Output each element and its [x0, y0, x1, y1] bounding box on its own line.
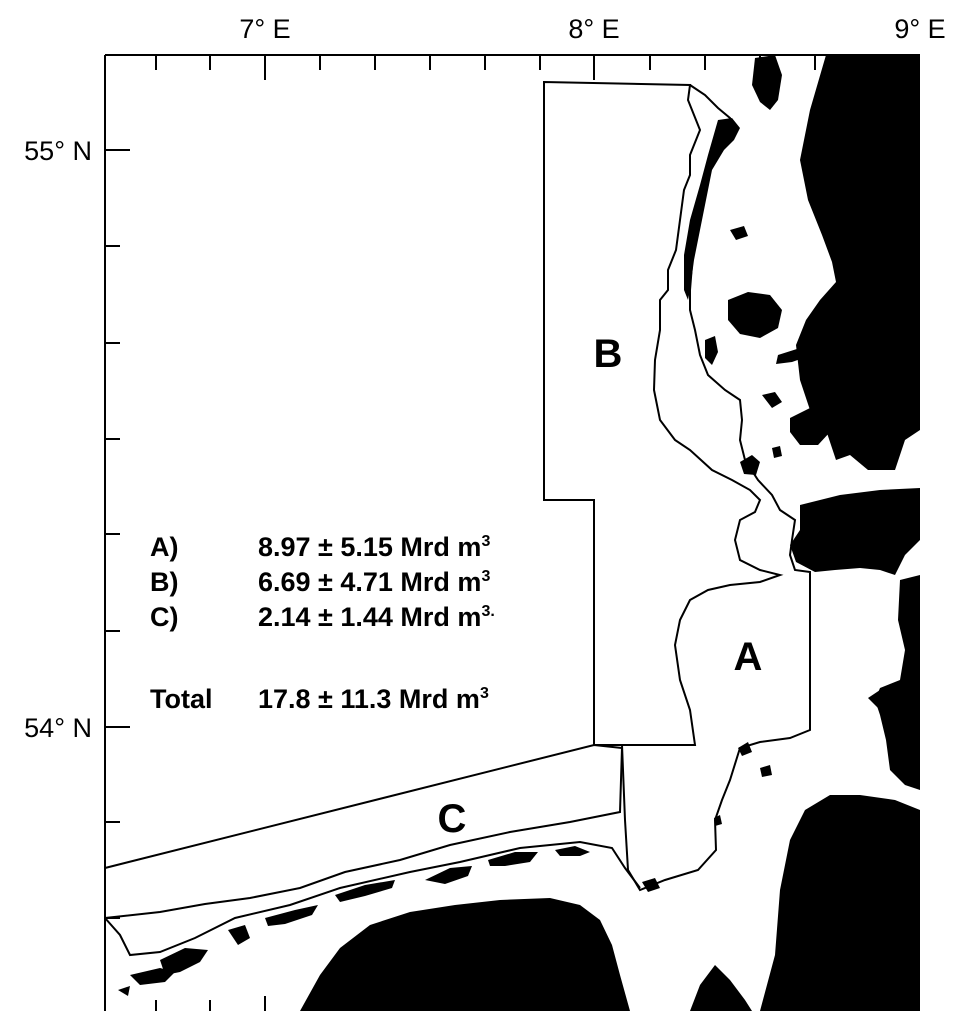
volume-legend: A) 8.97 ± 5.15 Mrd m3 B) 6.69 ± 4.71 Mrd… [150, 532, 495, 714]
mainland-south-right [760, 795, 920, 1011]
island [862, 398, 874, 410]
lon-label-7e: 7° E [239, 14, 290, 44]
island [752, 55, 782, 110]
island [684, 118, 740, 300]
lat-label-54n: 54° N [24, 713, 92, 743]
island [265, 905, 318, 926]
island [118, 986, 130, 996]
island [730, 226, 748, 240]
island [790, 408, 830, 445]
island [760, 765, 772, 777]
island [868, 690, 888, 710]
lon-label-9e: 9° E [894, 14, 945, 44]
region-c-outline[interactable] [104, 743, 624, 919]
island [555, 846, 590, 856]
axis-labels: 7° E 8° E 9° E 55° N 54° N [24, 14, 946, 743]
island [488, 852, 538, 866]
estuary-land [690, 965, 752, 1011]
island [772, 446, 782, 458]
island [160, 948, 208, 975]
region-c-label[interactable]: C [438, 797, 467, 841]
region-b-outline[interactable] [543, 80, 784, 746]
island [740, 455, 760, 475]
legend-value-b: 6.69 ± 4.71 Mrd m3 [258, 567, 490, 597]
region-b-label[interactable]: B [594, 332, 623, 376]
legend-total-key: Total [150, 684, 213, 714]
island [335, 880, 395, 902]
island [425, 866, 472, 884]
region-labels: A B C [438, 332, 763, 841]
mainland-south [300, 898, 630, 1011]
mainland-south-east [790, 488, 920, 575]
region-c-coast [104, 840, 641, 957]
island [762, 392, 782, 408]
island [776, 346, 818, 364]
legend-value-a: 8.97 ± 5.15 Mrd m3 [258, 532, 490, 562]
lon-label-8e: 8° E [568, 14, 619, 44]
island [228, 925, 250, 945]
mainland-east [796, 55, 920, 470]
island [130, 968, 175, 985]
legend-key-a: A) [150, 532, 179, 562]
island [705, 336, 718, 365]
survey-regions [104, 80, 811, 957]
legend-total-value: 17.8 ± 11.3 Mrd m3 [258, 684, 489, 714]
mainland-east-lower [875, 575, 920, 790]
island [840, 350, 856, 366]
legend-value-c: 2.14 ± 1.44 Mrd m3. [258, 602, 495, 632]
island [868, 425, 902, 460]
region-a-label[interactable]: A [734, 635, 763, 679]
landmass [118, 55, 920, 1011]
lat-label-55n: 55° N [24, 136, 92, 166]
legend-key-b: B) [150, 567, 179, 597]
island [728, 292, 782, 338]
region-a-outline[interactable] [621, 84, 811, 892]
tick-marks [105, 55, 816, 1011]
legend-key-c: C) [150, 602, 179, 632]
